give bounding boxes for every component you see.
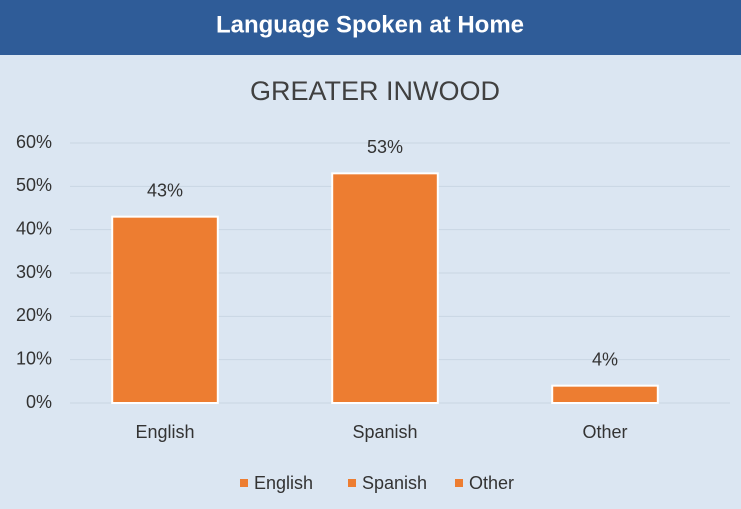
- legend-label: English: [254, 473, 313, 493]
- data-label: 4%: [592, 349, 618, 369]
- legend-swatch: [348, 479, 356, 487]
- legend-label: Spanish: [362, 473, 427, 493]
- x-tick-label: Spanish: [352, 422, 417, 442]
- data-label: 53%: [367, 137, 403, 157]
- y-tick-label: 50%: [16, 175, 52, 195]
- bar: [551, 384, 659, 404]
- chart-title: GREATER INWOOD: [250, 76, 500, 106]
- y-tick-label: 30%: [16, 262, 52, 282]
- legend-label: Other: [469, 473, 514, 493]
- y-tick-label: 40%: [16, 218, 52, 238]
- legend-swatch: [455, 479, 463, 487]
- y-tick-label: 0%: [26, 392, 52, 412]
- header-banner: [0, 0, 741, 55]
- y-tick-label: 10%: [16, 348, 52, 368]
- y-tick-label: 60%: [16, 132, 52, 152]
- y-tick-label: 20%: [16, 305, 52, 325]
- x-tick-label: English: [135, 422, 194, 442]
- x-tick-label: Other: [582, 422, 627, 442]
- data-label: 43%: [147, 180, 183, 200]
- legend-swatch: [240, 479, 248, 487]
- bar: [111, 215, 219, 404]
- bar: [331, 172, 439, 404]
- header-title: Language Spoken at Home: [216, 11, 524, 38]
